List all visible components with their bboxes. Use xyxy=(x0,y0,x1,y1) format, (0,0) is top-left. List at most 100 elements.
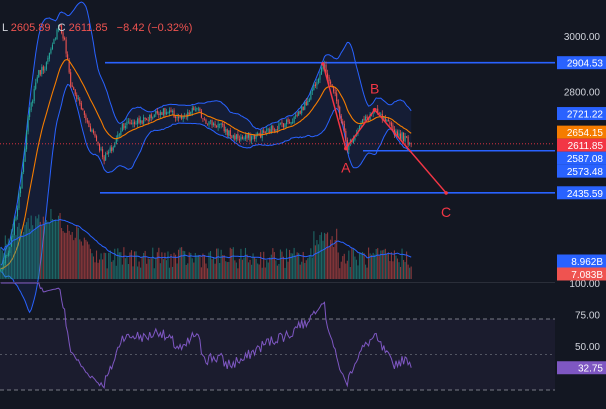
candle-body xyxy=(82,108,84,111)
volume-bar xyxy=(193,262,195,279)
candle-body xyxy=(99,143,101,151)
badge-last-price: 2611.85 xyxy=(557,138,606,152)
candle-body xyxy=(366,116,368,118)
candle-body xyxy=(249,134,251,141)
volume-bar xyxy=(371,254,373,279)
candle-body xyxy=(35,82,37,89)
candle-body xyxy=(390,122,392,126)
badge-resistance-level-bg xyxy=(557,56,606,70)
volume-bar xyxy=(205,263,207,279)
candle-body xyxy=(384,116,386,122)
volume-bar xyxy=(203,255,205,279)
volume-bar xyxy=(10,229,12,279)
volume-bar xyxy=(258,264,260,279)
candle-body xyxy=(94,133,96,137)
volume-bar xyxy=(190,253,192,279)
candle-body xyxy=(343,123,345,132)
volume-bar xyxy=(92,256,95,279)
volume-bar xyxy=(170,254,172,279)
volume-bar xyxy=(54,219,57,279)
volume-bar xyxy=(229,247,231,279)
volume-bar xyxy=(9,241,11,279)
price-badges: 2904.53 2721.22 2654.15 2611.85 2587.08 2573.… xyxy=(557,56,606,375)
volume-bar xyxy=(399,266,402,279)
volume-bar xyxy=(85,239,87,279)
volume-bar xyxy=(123,247,125,279)
candle-body xyxy=(150,114,152,118)
volume-bar xyxy=(334,240,336,279)
candle-body xyxy=(143,117,145,124)
candle-body xyxy=(29,109,31,117)
volume-bar xyxy=(65,232,67,279)
candle-body xyxy=(223,124,225,132)
candle-body xyxy=(100,148,102,150)
candle-body xyxy=(182,115,184,119)
volume-bar xyxy=(410,266,412,279)
volume-bar xyxy=(115,265,117,279)
volume-ma xyxy=(0,218,412,260)
candle-body xyxy=(337,100,339,108)
volume-bar xyxy=(260,252,262,279)
volume-bar xyxy=(4,235,6,279)
candle-body xyxy=(149,114,151,121)
candle-body xyxy=(389,122,391,124)
candle-body xyxy=(175,116,177,119)
candle-body xyxy=(156,110,158,114)
volume-bar xyxy=(383,249,385,279)
candle-body xyxy=(301,106,303,114)
volume-bar xyxy=(108,252,110,279)
volume-bar xyxy=(23,232,25,279)
abc-pattern-point xyxy=(444,191,448,195)
volume-bar xyxy=(217,248,219,279)
volume-bars xyxy=(0,209,412,279)
volume-bar xyxy=(76,225,78,279)
volume-bar xyxy=(360,252,362,279)
badge-support-level: 2587.08 xyxy=(557,151,606,165)
candle-body xyxy=(32,100,34,104)
volume-bar xyxy=(349,266,351,279)
volume-bar xyxy=(129,252,131,279)
candle-body xyxy=(30,102,32,111)
bollinger-fill xyxy=(0,2,412,313)
candle-body xyxy=(396,131,399,137)
candle-body xyxy=(16,208,19,217)
badge-rsi-label: 32.75 xyxy=(578,364,603,375)
horizontal-levels[interactable] xyxy=(100,61,555,194)
volume-bar xyxy=(381,250,383,279)
volume-bar xyxy=(403,259,405,279)
candle-body xyxy=(209,120,212,122)
candle-body xyxy=(70,72,72,86)
badge-bb-lower-label: 2573.48 xyxy=(567,167,604,178)
volume-bar xyxy=(74,237,76,279)
volume-bar xyxy=(392,261,394,279)
candle-body xyxy=(281,122,283,124)
candle-body xyxy=(199,108,201,111)
volume-bar xyxy=(155,257,157,279)
price-scale[interactable]: 3000.002800.002600.002200.00100.0075.005… xyxy=(555,0,606,409)
candle-body xyxy=(190,111,192,115)
volume-bar xyxy=(71,232,73,279)
candle-body xyxy=(293,116,295,123)
volume-bar xyxy=(51,219,53,279)
abc-pattern[interactable] xyxy=(321,62,448,195)
candle-body xyxy=(92,130,95,134)
volume-bar xyxy=(276,265,278,279)
candle-body xyxy=(226,129,228,135)
price-pane[interactable] xyxy=(0,1,555,314)
abc-pattern-line[interactable] xyxy=(322,63,447,194)
volume-bar xyxy=(152,247,154,279)
candle-body xyxy=(289,122,291,124)
volume-bar xyxy=(251,264,253,279)
candle-body xyxy=(197,108,199,110)
candle-body xyxy=(240,137,242,140)
candle-body xyxy=(141,120,143,124)
candle-body xyxy=(360,124,362,127)
volume-bar xyxy=(279,249,281,279)
candle-body xyxy=(203,119,205,121)
candle-body xyxy=(302,106,304,111)
volume-bar xyxy=(272,248,274,279)
volume-bar xyxy=(88,244,90,279)
badge-volume-ma-bg xyxy=(557,254,606,268)
